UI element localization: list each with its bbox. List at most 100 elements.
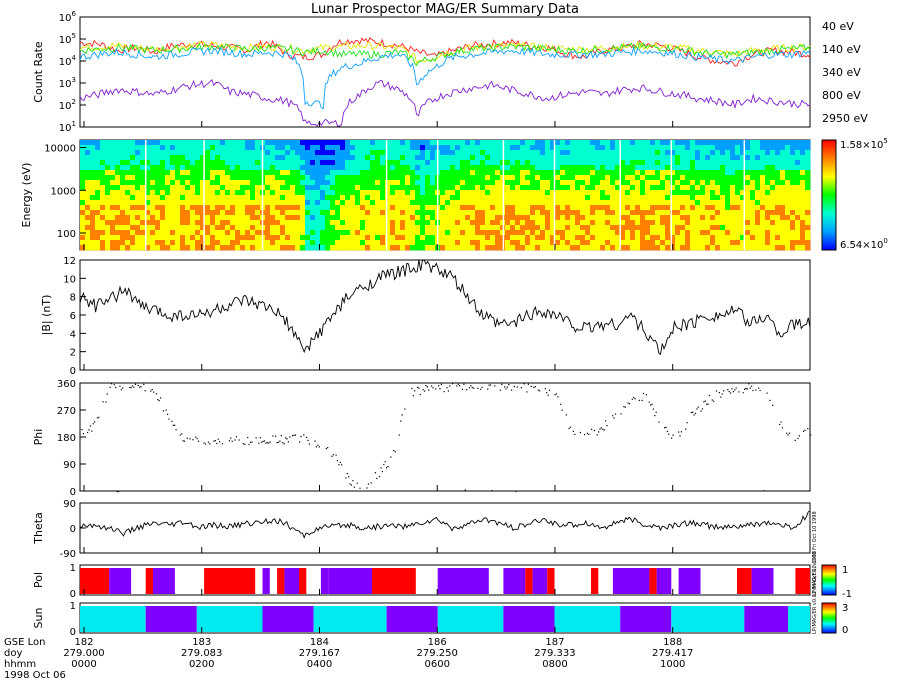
xaxis-tick-lon: 188 — [663, 637, 682, 648]
phi-ytick: 180 — [57, 433, 76, 444]
phi-point — [384, 461, 386, 463]
phi-point — [294, 434, 296, 436]
phi-point — [157, 399, 159, 401]
phi-point — [489, 384, 492, 386]
phi-point — [435, 388, 437, 390]
phi-point — [412, 395, 414, 397]
legend-entry-4: 2950 eV — [822, 112, 868, 125]
phi-point — [352, 480, 354, 482]
phi-point — [734, 389, 736, 391]
phi-point — [98, 416, 100, 418]
phi-point — [685, 428, 687, 430]
count-rate-ytick: 101 — [59, 120, 76, 134]
phi-point — [353, 486, 355, 488]
phi-point — [418, 387, 420, 389]
phi-point — [627, 402, 629, 404]
xaxis-tick-lon: 184 — [310, 637, 329, 648]
phi-point — [508, 384, 510, 386]
phi-point — [419, 393, 421, 396]
theta-trace — [79, 510, 811, 539]
phi-point — [487, 388, 489, 390]
phi-point — [325, 448, 327, 450]
phi-point — [235, 436, 237, 438]
phi-point — [794, 439, 796, 441]
phi-point — [546, 392, 548, 394]
phi-point — [537, 389, 539, 391]
phi-point — [144, 390, 146, 392]
phi-point — [781, 427, 784, 429]
count-rate-series-2950-ev — [79, 78, 811, 127]
phi-point — [480, 388, 482, 390]
legend-entry-0: 40 eV — [822, 20, 854, 33]
spectrogram-ytick: 100 — [57, 229, 76, 240]
xaxis-row-date: 1998 Oct 06 — [4, 670, 66, 681]
field_magnitude-ytick: 6 — [70, 311, 76, 322]
phi-point — [432, 387, 434, 389]
field_magnitude-ytick: 4 — [70, 329, 76, 340]
phi-point — [171, 420, 173, 422]
polarity-colorbar-min: -1 — [842, 589, 852, 600]
phi-point — [134, 383, 136, 385]
phi-point — [401, 414, 403, 416]
phi-point — [468, 387, 471, 389]
phi-point — [381, 471, 383, 473]
phi-point — [598, 431, 600, 433]
polarity-segment — [204, 568, 256, 594]
legend-entry-3: 800 eV — [822, 89, 861, 102]
phi-point — [586, 432, 588, 434]
polarity-ylabel: Pol — [32, 572, 45, 588]
xaxis-tick-doy: 279.333 — [534, 648, 575, 659]
phi-point — [763, 490, 765, 492]
xaxis-tick-hhmm: 0400 — [307, 659, 332, 670]
phi-point — [130, 386, 132, 389]
phi-point — [292, 435, 294, 437]
phi-point — [356, 482, 358, 484]
phi-point — [718, 392, 720, 394]
phi-point — [696, 408, 698, 410]
phi-point — [749, 387, 751, 389]
phi-point — [732, 391, 734, 393]
phi-point — [523, 383, 525, 385]
phi-point — [547, 394, 549, 396]
phi-point — [599, 428, 601, 430]
phi-point — [786, 432, 788, 434]
phi-point — [565, 414, 567, 416]
phi-point — [213, 440, 215, 442]
count-rate-series-140-ev — [79, 40, 811, 65]
xaxis-tick-doy: 279.417 — [652, 648, 693, 659]
phi-point — [350, 484, 353, 486]
phi-point — [287, 441, 289, 443]
phi-point — [214, 440, 216, 442]
phi-point — [186, 437, 188, 439]
phi-point — [713, 400, 715, 402]
phi-point — [494, 385, 496, 387]
phi-point — [623, 406, 625, 408]
colorbar-min-label: 6.54×100 — [840, 237, 888, 251]
polarity-segment — [284, 568, 299, 594]
phi-point — [744, 388, 746, 390]
count-rate-ytick: 106 — [59, 10, 77, 24]
theta-ylabel: Theta — [32, 512, 45, 545]
phi-point — [560, 403, 562, 405]
sun-segment — [313, 606, 387, 632]
phi-point — [466, 389, 468, 391]
phi-point — [693, 414, 695, 416]
phi-point — [300, 435, 302, 438]
theta-ytick: -90 — [60, 549, 76, 560]
phi-point — [110, 383, 113, 385]
sun-segment — [437, 606, 504, 632]
phi-point — [167, 413, 169, 415]
phi-point — [266, 442, 268, 444]
phi-point — [92, 423, 94, 425]
legend-entry-2: 340 eV — [822, 66, 861, 79]
polarity-segment — [299, 568, 307, 594]
phi-point — [317, 444, 319, 446]
xaxis-tick-hhmm: 0800 — [542, 659, 567, 670]
phi-point — [628, 403, 631, 405]
phi-point — [82, 433, 84, 435]
phi-point — [700, 410, 702, 412]
phi-point — [539, 390, 541, 392]
phi-point — [81, 429, 83, 431]
phi-point — [331, 455, 333, 457]
